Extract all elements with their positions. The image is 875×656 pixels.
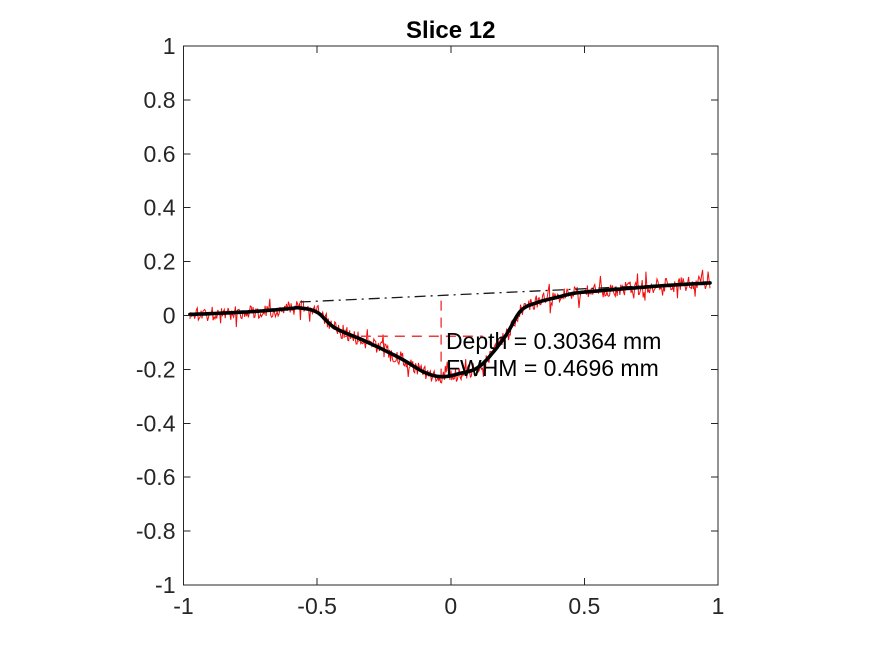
smoothed-profile-polyline bbox=[188, 281, 712, 379]
y-tick-label: -1 bbox=[155, 572, 175, 598]
y-tick-label: -0.6 bbox=[136, 464, 176, 490]
depth-annotation: Depth = 0.30364 mm bbox=[446, 328, 661, 354]
y-tick-label: 0.2 bbox=[144, 249, 176, 275]
chart-title: Slice 12 bbox=[406, 17, 495, 44]
smoothed-profile-line bbox=[188, 281, 712, 379]
x-tick-label: 0.5 bbox=[568, 593, 600, 619]
x-tick-label: 0 bbox=[444, 593, 457, 619]
y-tick-label: -0.8 bbox=[136, 518, 176, 544]
y-tick-label: 0.4 bbox=[144, 195, 176, 221]
y-tick-label: -0.2 bbox=[136, 356, 176, 382]
x-tick-label: -0.5 bbox=[297, 593, 337, 619]
y-tick-label: 0.6 bbox=[144, 141, 176, 167]
y-tick-label: -0.4 bbox=[136, 410, 176, 436]
measurement-markers bbox=[343, 300, 483, 378]
y-tick-label: 0 bbox=[163, 303, 176, 329]
axes-box bbox=[183, 45, 719, 586]
y-tick-label: 0.8 bbox=[144, 87, 176, 113]
tick-labels: -1 -0.5 0 0.5 1 -1 -0.8 -0.6 -0.4 -0.2 0 0.2 0.4 0.6 0… bbox=[136, 33, 725, 619]
fwhm-annotation: FWHM = 0.4696 mm bbox=[446, 355, 659, 381]
x-tick-label: -1 bbox=[173, 593, 193, 619]
x-tick-label: 1 bbox=[712, 593, 725, 619]
y-tick-label: 1 bbox=[163, 33, 176, 59]
